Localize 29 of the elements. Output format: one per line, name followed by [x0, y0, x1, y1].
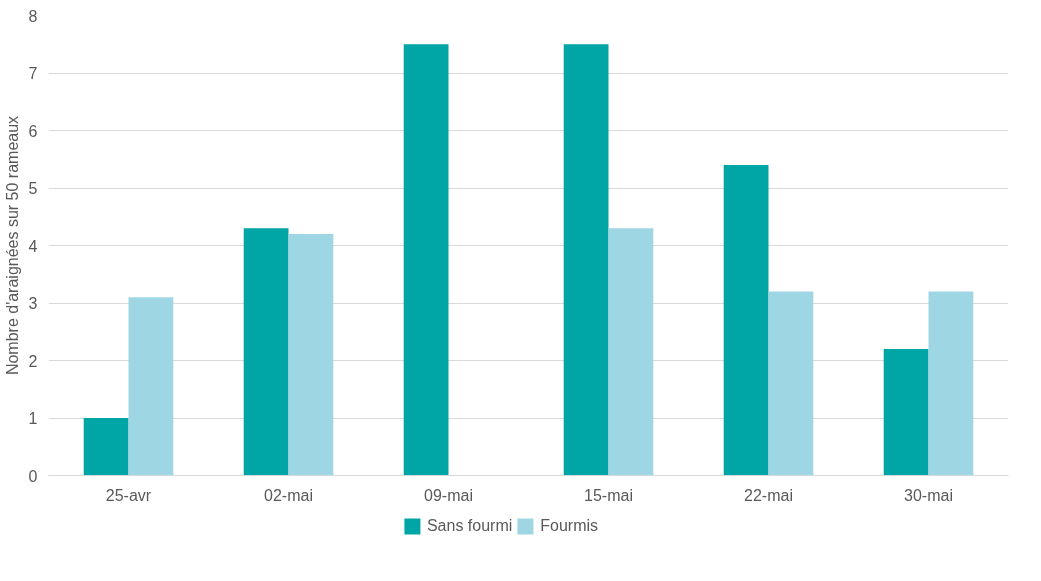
bar — [723, 165, 769, 476]
bar — [288, 234, 334, 476]
bar — [83, 418, 129, 476]
bar — [243, 228, 289, 476]
y-tick-label: 1 — [28, 410, 38, 427]
y-tick-label: 5 — [28, 180, 38, 197]
bar — [768, 291, 814, 476]
x-tick-label: 30-mai — [904, 486, 953, 504]
x-tick-label: 09-mai — [424, 486, 473, 504]
x-tick-label: 02-mai — [264, 486, 313, 504]
bar — [608, 228, 654, 476]
bar — [563, 44, 609, 476]
y-tick-label: 0 — [28, 467, 38, 485]
legend-label: Fourmis — [540, 517, 599, 535]
y-tick-label: 3 — [28, 295, 38, 312]
x-tick-label: 25-avr — [105, 486, 152, 504]
bar — [403, 44, 449, 476]
y-axis-title: Nombre d'araignées sur 50 rameaux — [3, 115, 21, 376]
x-tick-label: 22-mai — [744, 486, 793, 504]
bar — [928, 291, 974, 476]
y-tick-label: 6 — [28, 122, 38, 140]
bar — [883, 349, 929, 476]
y-tick-label: 4 — [28, 237, 38, 255]
legend-label: Sans fourmi — [426, 517, 513, 535]
bar — [128, 297, 174, 476]
y-tick-label: 7 — [28, 65, 38, 82]
y-tick-label: 8 — [28, 7, 38, 25]
y-tick-label: 2 — [28, 352, 38, 370]
x-tick-label: 15-mai — [584, 486, 633, 504]
